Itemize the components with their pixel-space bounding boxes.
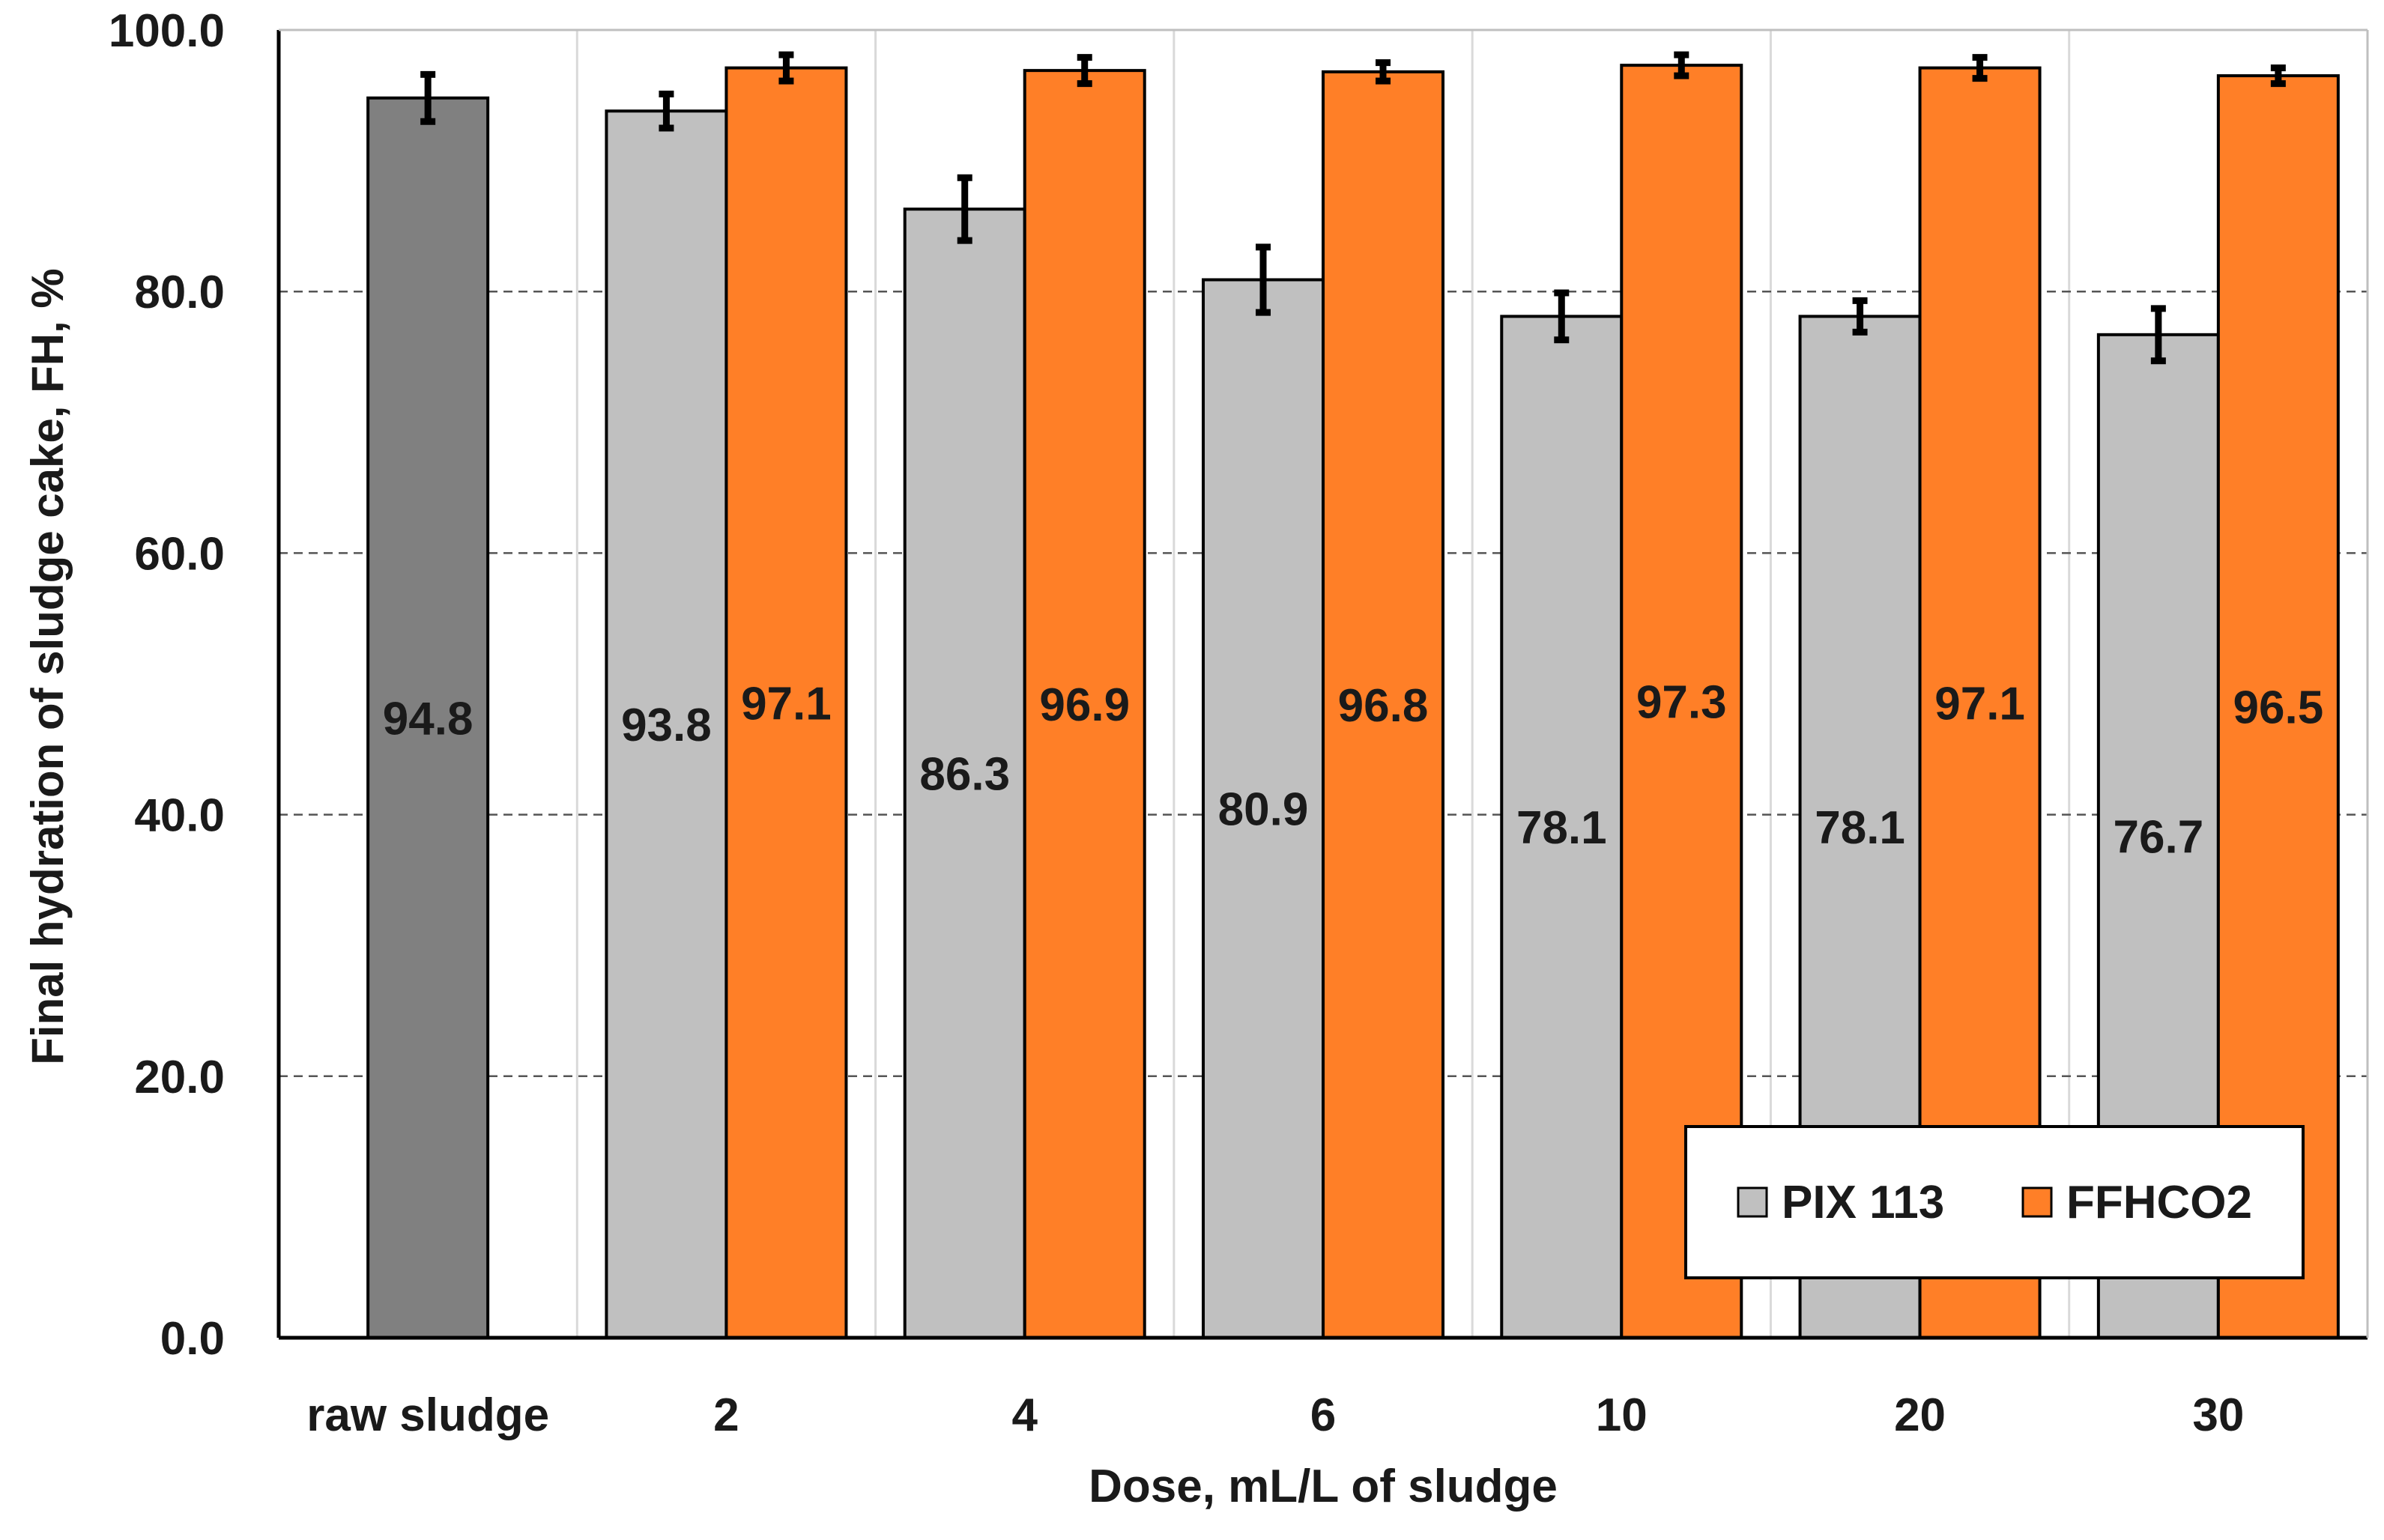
y-tick-label: 40.0 [134,790,225,842]
bar-ffhco2-6 [1322,70,1444,1340]
data-label: 96.8 [1338,680,1429,732]
label-layer: 94.8 raw sludge 93.8 97.1 2 86.3 96.9 4 80.9 96.8… [306,677,2323,1441]
data-label: 97.1 [741,678,832,730]
legend-swatch-ffhco2 [2021,1186,2053,1218]
bar-ffhco2-2 [724,66,848,1339]
y-tick-label: 100.0 [109,5,225,57]
data-label: 86.3 [919,749,1010,801]
data-label: 80.9 [1218,784,1309,836]
data-label: 76.7 [2114,811,2204,863]
data-label: 78.1 [1516,802,1607,854]
data-label: 94.8 [383,693,474,745]
data-label: 93.8 [621,700,712,751]
axis-layer: 0.0 20.0 40.0 60.0 80.0 100.0 [109,5,2369,1365]
y-tick-label: 80.0 [134,267,225,318]
legend-label-pix-113: PIX 113 [1782,1177,1944,1228]
y-tick-label: 20.0 [134,1052,225,1103]
x-tick-label: 10 [1596,1389,1648,1441]
legend-label-ffhco2: FFHCO2 [2066,1177,2252,1228]
y-tick-label: 60.0 [134,528,225,580]
bar-pix-113-4 [903,207,1026,1339]
legend-swatch-pix-113 [1737,1186,1768,1218]
x-tick-label: 2 [713,1389,739,1441]
x-tick-label: 4 [1011,1389,1038,1441]
y-axis-title: Final hydration of sludge cake, FH, % [22,268,73,1065]
data-label: 78.1 [1815,802,1905,854]
data-label: 97.3 [1636,677,1727,729]
y-tick-label: 0.0 [160,1313,225,1365]
x-tick-label: 6 [1310,1389,1336,1441]
legend-box [1684,1125,2305,1279]
legend: PIX 113 FFHCO2 [1684,1125,2305,1279]
data-label: 96.9 [1039,679,1130,731]
bar-pix-113-6 [1202,278,1325,1340]
x-tick-label: raw sludge [306,1389,549,1441]
data-label: 96.5 [2233,682,2324,734]
bar-ffhco2-4 [1023,69,1146,1340]
data-label: 97.1 [1934,678,2025,730]
x-tick-label: 30 [2192,1389,2244,1441]
x-tick-label: 20 [1894,1389,1946,1441]
x-axis-title: Dose, mL/L of sludge [1089,1461,1558,1512]
